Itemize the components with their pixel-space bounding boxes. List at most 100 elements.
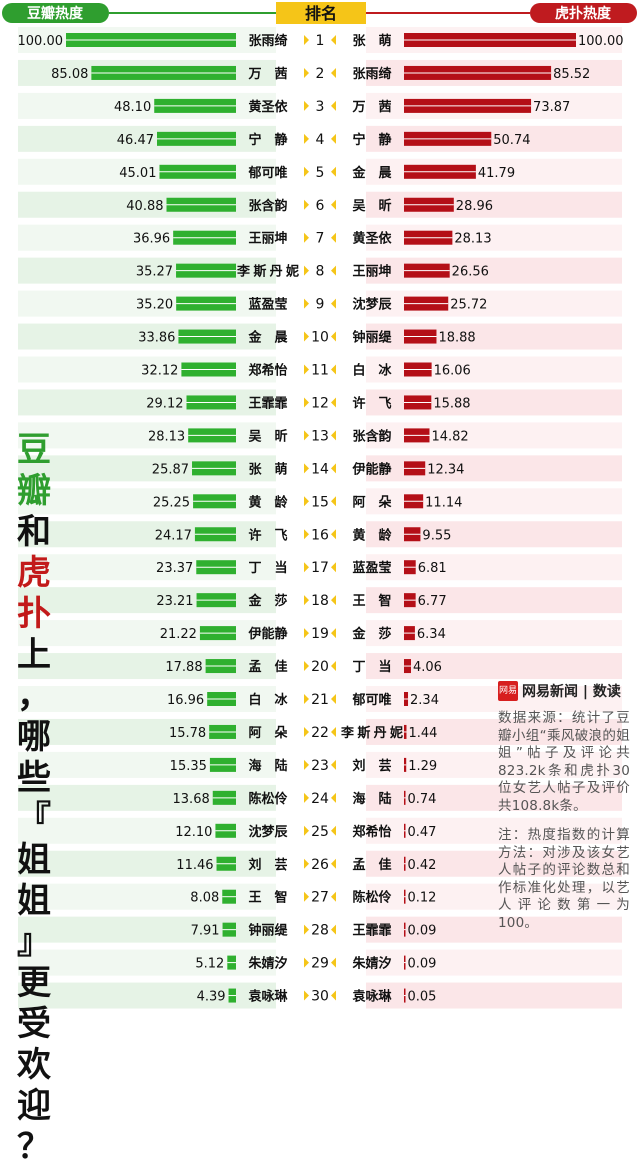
hupu-value: 0.12 <box>408 891 437 906</box>
hupu-name: 许 飞 <box>352 395 391 411</box>
douban-name: 张雨绮 <box>248 33 287 49</box>
douban-name: 白 冰 <box>248 692 288 708</box>
douban-name: 郑希怡 <box>248 363 287 379</box>
rank-number: 25 <box>311 824 329 840</box>
rank-arrow-right-icon <box>331 595 336 606</box>
douban-name: 金 晨 <box>247 330 288 346</box>
rank-arrow-right-icon <box>331 562 336 573</box>
hupu-value: 28.96 <box>456 199 493 214</box>
rank-number: 29 <box>311 956 329 972</box>
rank-arrow-left-icon <box>304 496 309 507</box>
title-char: 豆 <box>17 430 51 470</box>
rank-number: 22 <box>311 725 329 741</box>
rank-number: 14 <box>311 461 329 477</box>
hupu-value: 9.55 <box>422 528 451 543</box>
hupu-name: 金 莎 <box>351 626 391 642</box>
rank-arrow-left-icon <box>304 694 309 704</box>
rank-arrow-right-icon <box>331 825 336 836</box>
title-char: 和 <box>17 512 51 552</box>
rank-arrow-right-icon <box>331 265 336 276</box>
douban-value: 17.88 <box>165 660 202 675</box>
douban-name: 张 萌 <box>248 461 287 477</box>
rank-number: 13 <box>311 428 329 444</box>
row-bg-left <box>18 850 276 877</box>
rank-arrow-left-icon <box>304 67 309 78</box>
douban-name: 王丽坤 <box>248 231 287 247</box>
row-bg-right <box>366 883 622 910</box>
row-bg-left <box>18 455 276 482</box>
rank-arrow-left-icon <box>304 726 309 737</box>
hupu-name: 王霏霏 <box>352 924 391 939</box>
row-bg-right <box>366 686 622 712</box>
hupu-name: 蓝盈莹 <box>352 560 391 576</box>
rank-arrow-left-icon <box>304 364 309 375</box>
rank-arrow-left-icon <box>304 562 309 573</box>
rank-arrow-right-icon <box>331 726 336 737</box>
title-char: 姐 <box>17 840 51 880</box>
hupu-header-pill <box>530 3 637 23</box>
row-bg-left <box>18 751 276 778</box>
rank-number: 8 <box>316 264 325 280</box>
row-bg-left <box>18 982 276 1009</box>
douban-value: 4.39 <box>197 990 226 1005</box>
rank-arrow-right-icon <box>331 858 336 869</box>
row-bg-left <box>18 718 276 745</box>
title-char: 瓣 <box>17 471 51 511</box>
rank-number: 10 <box>311 330 329 346</box>
rank-header-label: 排名 <box>305 4 337 23</box>
douban-name: 郁可唯 <box>247 165 287 181</box>
hupu-value: 100.00 <box>578 34 624 49</box>
rank-arrow-left-icon <box>304 430 309 441</box>
rank-arrow-left-icon <box>304 133 309 144</box>
hupu-value: 11.14 <box>425 495 462 510</box>
rank-arrow-right-icon <box>331 298 336 309</box>
hupu-value: 50.74 <box>493 133 530 148</box>
title-char: 』 <box>17 922 51 962</box>
douban-name: 吴 昕 <box>248 428 287 444</box>
hupu-value: 73.87 <box>533 100 570 115</box>
data-source-text: 数据来源：统计了豆瓣小组“乘风破浪的姐姐”帖子及评论共823.2k条和虎扑30位… <box>498 710 630 814</box>
rank-arrow-right-icon <box>331 694 336 704</box>
douban-value: 85.08 <box>51 67 88 82</box>
row-bg-left <box>18 817 276 844</box>
douban-value: 28.13 <box>148 429 185 444</box>
rank-arrow-left-icon <box>304 100 309 111</box>
hupu-name: 袁咏琳 <box>351 989 392 1005</box>
douban-value: 32.12 <box>141 364 178 379</box>
row-bg-right <box>366 916 622 943</box>
rank-arrow-left-icon <box>304 166 309 177</box>
rank-arrow-left-icon <box>304 628 309 639</box>
hupu-value: 6.34 <box>417 627 446 642</box>
hupu-name: 王丽坤 <box>352 264 391 280</box>
rank-arrow-right-icon <box>331 661 336 672</box>
rank-number: 1 <box>316 33 325 49</box>
note-text: 注：热度指数的计算方法：对涉及该女艺人帖子的评论数总和作标准化处理，以艺人评论数… <box>498 827 630 931</box>
row-bg-left <box>18 916 276 943</box>
rank-arrow-right-icon <box>331 891 336 902</box>
douban-name: 钟丽缇 <box>248 923 288 939</box>
douban-value: 35.27 <box>136 265 173 280</box>
hupu-name: 丁 当 <box>352 659 391 675</box>
hupu-name: 伊能静 <box>351 461 391 477</box>
hupu-name: 阿 朵 <box>352 495 391 510</box>
hupu-value: 25.72 <box>450 298 487 313</box>
hupu-name: 沈梦辰 <box>352 297 392 313</box>
title-char: 些 <box>17 758 51 798</box>
douban-value: 21.22 <box>160 627 197 642</box>
douban-name: 王 智 <box>248 890 287 906</box>
row-bg-right <box>366 949 622 976</box>
douban-value: 25.25 <box>153 495 190 510</box>
hupu-name: 张雨绮 <box>352 66 391 82</box>
hupu-value: 18.88 <box>438 331 475 346</box>
title-char: 迎 <box>17 1086 51 1126</box>
row-bg-right <box>366 718 622 745</box>
hupu-name: 白 冰 <box>352 363 392 379</box>
title-char: 扑 <box>17 594 51 634</box>
rank-number: 18 <box>311 593 329 609</box>
rank-arrow-left-icon <box>304 35 309 45</box>
rank-arrow-right-icon <box>331 529 336 540</box>
rank-arrow-right-icon <box>331 133 336 144</box>
row-bg-left <box>18 521 276 548</box>
douban-name: 张含韵 <box>248 198 287 214</box>
